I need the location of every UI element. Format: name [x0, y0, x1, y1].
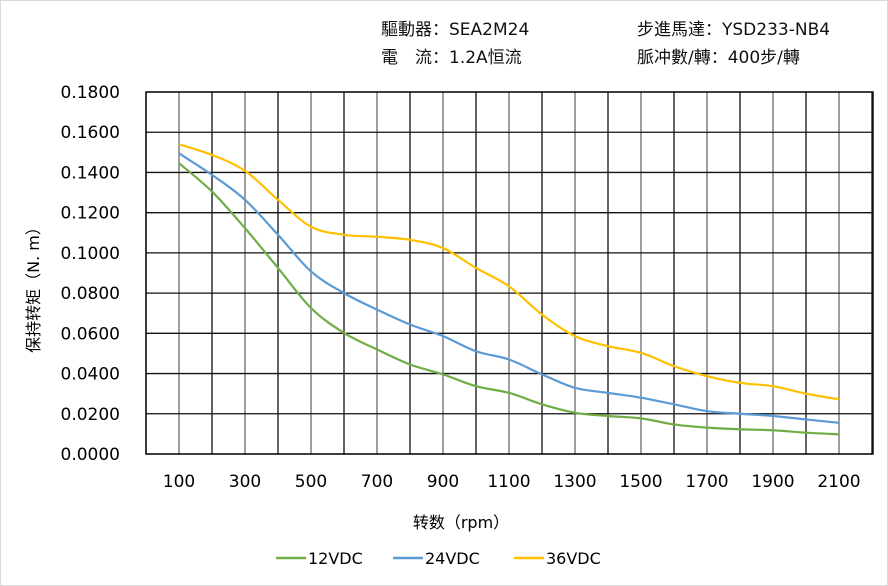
plot-border — [145, 91, 874, 455]
y-tick-label: 0.1400 — [61, 163, 120, 183]
x-tick-label: 500 — [295, 472, 327, 492]
series-line-12VDC — [178, 162, 840, 436]
x-tick-label: 900 — [427, 472, 459, 492]
x-tick-label: 1700 — [685, 472, 728, 492]
x-tick-label: 2100 — [817, 472, 860, 492]
series-line-24VDC — [178, 152, 840, 424]
y-tick-label: 0.1600 — [61, 123, 120, 143]
steps-label: 脈冲數/轉：400步/轉 — [637, 48, 800, 68]
x-tick-label: 100 — [163, 472, 195, 492]
y-tick-label: 0.0800 — [61, 284, 120, 304]
legend-label: 24VDC — [425, 549, 480, 568]
y-tick-label: 0.1200 — [61, 204, 120, 224]
y-tick-label: 0.0400 — [61, 365, 120, 385]
legend-label: 36VDC — [546, 549, 601, 568]
y-tick-label: 0.0600 — [61, 324, 120, 344]
x-tick-label: 1100 — [487, 472, 530, 492]
x-tick-label: 700 — [361, 472, 393, 492]
current-label: 電 流：1.2A恒流 — [381, 48, 522, 68]
x-tick-label: 1900 — [751, 472, 794, 492]
x-tick-label: 300 — [229, 472, 261, 492]
y-tick-label: 0.1800 — [61, 83, 120, 103]
x-axis-title: 转数（rpm） — [413, 513, 509, 532]
x-tick-label: 1300 — [553, 472, 596, 492]
y-axis-title: 保持转矩（N. m） — [24, 219, 43, 353]
y-tick-label: 0.0000 — [61, 445, 120, 465]
x-tick-label: 1500 — [619, 472, 662, 492]
series-line-36VDC — [178, 143, 840, 401]
y-tick-label: 0.1000 — [61, 244, 120, 264]
legend-label: 12VDC — [308, 549, 363, 568]
y-tick-label: 0.0200 — [61, 405, 120, 425]
motor-label: 步進馬達：YSD233-NB4 — [637, 20, 831, 40]
driver-label: 驅動器：SEA2M24 — [381, 20, 530, 40]
